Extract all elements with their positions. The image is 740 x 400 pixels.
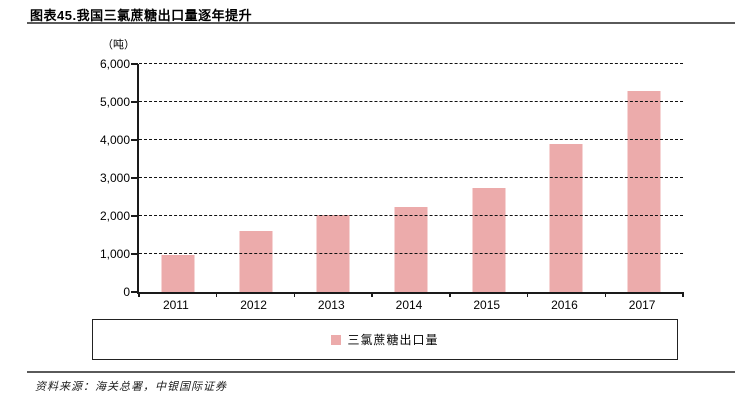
y-tick-label: 4,000: [99, 132, 130, 147]
bar-2017: [627, 91, 661, 292]
plot-area: [131, 63, 684, 297]
legend-swatch-icon: [331, 334, 342, 345]
x-tick-label: 2014: [395, 298, 423, 312]
y-tick-label: 3,000: [99, 171, 130, 185]
legend: 三氯蔗糖出口量: [92, 319, 678, 360]
gridline: [139, 177, 683, 178]
x-tick-label: 2013: [317, 298, 345, 312]
x-axis-tick: [682, 292, 684, 297]
legend-series-label: 三氯蔗糖出口量: [347, 333, 439, 347]
source-note: 资料来源：海关总署，中银国际证券: [35, 380, 227, 393]
y-axis-tick: [131, 63, 138, 65]
x-tick-label: 2017: [628, 298, 656, 312]
y-axis-unit-label: （吨）: [102, 39, 135, 51]
gridline: [139, 215, 683, 217]
y-axis-tick: [131, 215, 138, 217]
x-tick-label: 2015: [473, 298, 501, 312]
y-tick-label: 5,000: [99, 94, 130, 109]
bar-2016: [549, 143, 583, 292]
y-axis-tick: [131, 101, 138, 103]
bar-2014: [394, 206, 428, 292]
x-axis-tick: [526, 292, 529, 297]
x-axis-tick: [371, 292, 373, 297]
gridline: [139, 253, 683, 255]
y-axis-tick: [131, 177, 138, 179]
figure-title: 图表45.我国三氯蔗糖出口量逐年提升: [30, 8, 253, 23]
y-tick-label: 6,000: [99, 57, 130, 71]
y-axis-tick: [131, 253, 138, 255]
y-axis-tick: [131, 291, 138, 293]
x-axis-tick: [293, 292, 296, 297]
gridline: [139, 139, 683, 141]
y-axis-labels: 0 1,000 2,000 3,000 4,000 5,000 6,000: [40, 57, 130, 299]
gridline: [139, 101, 683, 102]
y-tick-label: 2,000: [99, 208, 130, 223]
y-tick-label: 0: [123, 285, 130, 299]
x-axis-tick: [449, 292, 451, 297]
y-axis-tick: [131, 139, 138, 141]
x-tick-label: 2012: [240, 298, 267, 312]
x-axis-tick: [138, 292, 140, 297]
y-tick-label: 1,000: [99, 247, 130, 261]
x-axis-labels: 2011 2012 2013 2014 2015 2016 2017: [137, 298, 681, 314]
gridline: [139, 63, 683, 64]
x-axis-tick: [215, 292, 218, 297]
bar-2011: [161, 255, 195, 292]
x-axis-tick: [604, 292, 607, 297]
title-divider: [27, 22, 735, 24]
footer-divider: [27, 371, 735, 373]
bar-2015: [472, 187, 506, 292]
x-tick-label: 2016: [551, 298, 578, 312]
x-tick-label: 2011: [162, 298, 189, 312]
bar-2012: [239, 231, 273, 292]
